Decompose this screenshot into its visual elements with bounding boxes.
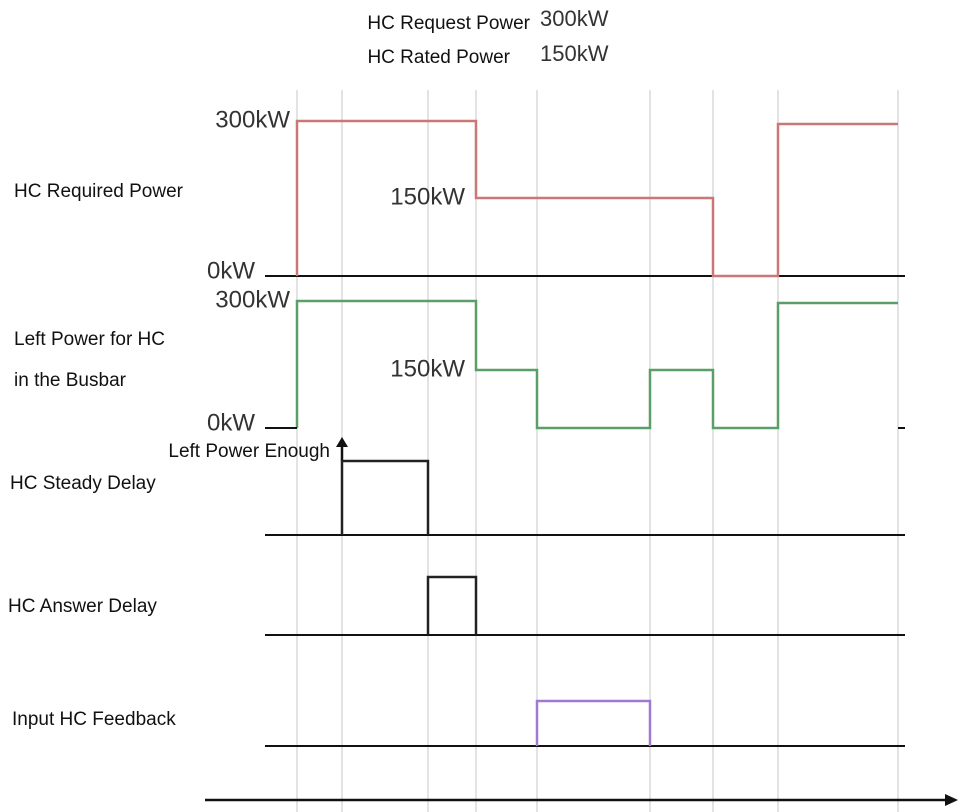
header-value: 150kW [540,41,609,66]
waveform [426,575,478,635]
header-value: 300kW [540,6,609,31]
waveform [295,299,898,430]
waveform [535,699,652,746]
signal-label: HC Answer Delay [8,596,157,617]
waveform [295,119,898,278]
level-label: 0kW [207,409,255,436]
arrow-head [945,794,958,806]
signal-label: HC Required Power [14,181,184,202]
header-label: HC Request Power [367,13,530,34]
header-label: HC Rated Power [367,47,510,68]
level-label: 300kW [215,106,290,133]
level-label: 300kW [215,286,290,313]
waveform [340,459,430,535]
signal-label: HC Steady Delay [10,473,156,494]
level-label: 150kW [390,355,465,382]
level-label: 150kW [390,183,465,210]
arrow-head [336,437,348,447]
annotation: Left Power Enough [168,441,330,462]
signal-label: Left Power for HC [14,329,165,350]
signal-label: in the Busbar [14,370,127,391]
signal-label: Input HC Feedback [12,709,176,730]
level-label: 0kW [207,257,255,284]
